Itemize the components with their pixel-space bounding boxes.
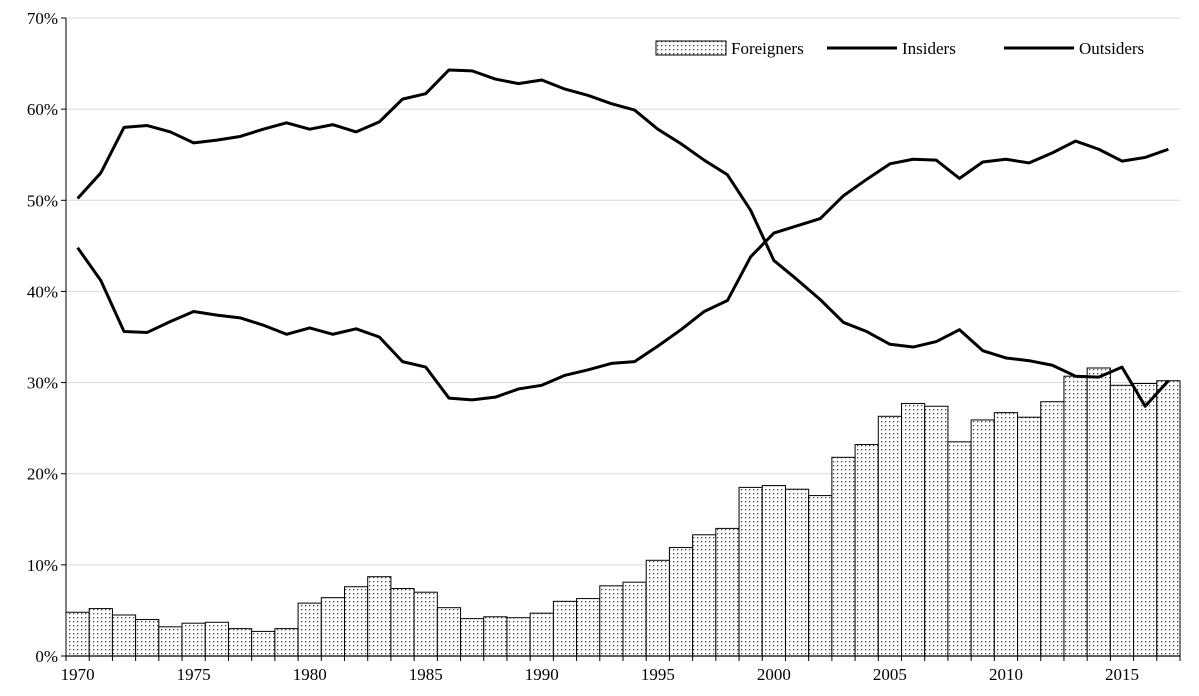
bar-foreigners <box>761 485 786 657</box>
bar-foreigners <box>1109 384 1135 657</box>
y-tick-label: 70% <box>27 9 58 28</box>
bar-foreigners <box>692 534 717 657</box>
legend-label-outsiders: Outsiders <box>1079 39 1144 58</box>
x-tick-label: 2005 <box>873 665 907 684</box>
line-series <box>76 68 1170 408</box>
legend-label-foreigners: Foreigners <box>731 39 804 58</box>
y-axis-ticks: 0% 10% 20% 30% 40% 50% 60% 70% <box>27 9 66 666</box>
bar-foreigners <box>88 608 113 657</box>
bar-foreigners <box>576 598 601 657</box>
x-tick-label: 1995 <box>641 665 675 684</box>
bar-foreigners <box>831 456 856 657</box>
bar-foreigners <box>993 412 1019 657</box>
bar-foreigners <box>1063 375 1088 657</box>
bar-foreigners <box>181 622 206 657</box>
y-tick-label: 0% <box>35 647 58 666</box>
x-tick-label: 2000 <box>757 665 791 684</box>
bar-foreigners <box>877 415 903 657</box>
y-tick-label: 30% <box>27 374 58 393</box>
x-tick-label: 1990 <box>525 665 559 684</box>
bar-foreigners <box>483 616 508 657</box>
bar-foreigners <box>924 405 949 657</box>
bar-foreigners <box>784 488 810 657</box>
bar-foreigners <box>715 527 740 657</box>
bar-foreigners <box>901 403 926 657</box>
bar-foreigners <box>947 441 972 657</box>
bar-foreigners <box>227 628 253 657</box>
legend-swatch-foreigners <box>655 40 727 56</box>
bar-foreigners <box>1133 382 1158 657</box>
gridlines <box>66 17 1180 566</box>
bar-foreigners <box>390 588 415 657</box>
bar-foreigners <box>204 621 229 657</box>
bar-foreigners <box>1086 367 1111 657</box>
bar-foreigners <box>111 614 137 657</box>
y-tick-label: 50% <box>27 191 58 210</box>
bar-foreigners <box>460 618 485 657</box>
legend-label-insiders: Insiders <box>902 39 956 58</box>
bar-foreigners <box>320 597 345 657</box>
bar-foreigners <box>599 585 624 657</box>
bar-foreigners <box>413 591 438 657</box>
bar-foreigners <box>297 602 322 657</box>
bar-foreigners <box>645 559 670 657</box>
bar-foreigners <box>1156 380 1181 657</box>
bar-foreigners <box>738 486 763 657</box>
x-tick-label: 2010 <box>989 665 1023 684</box>
bar-foreigners <box>135 619 160 657</box>
bar-foreigners <box>808 495 833 657</box>
bar-foreigners <box>854 444 879 657</box>
y-tick-label: 20% <box>27 465 58 484</box>
x-tick-label: 1985 <box>409 665 443 684</box>
bar-foreigners <box>506 617 531 657</box>
y-tick-label: 60% <box>27 100 58 119</box>
x-tick-label: 1980 <box>293 665 327 684</box>
bar-series-foreigners <box>65 367 1181 657</box>
x-tick-label: 2015 <box>1105 665 1139 684</box>
bar-foreigners <box>436 607 462 657</box>
x-tick-label: 1970 <box>61 665 95 684</box>
line-outsiders <box>76 139 1169 402</box>
y-tick-label: 10% <box>27 556 58 575</box>
x-axis-ticks: 1970 1975 1980 1985 1990 1995 2000 2005 2010 2015 <box>61 656 1181 684</box>
bar-foreigners <box>274 628 299 657</box>
line-insiders <box>76 68 1170 408</box>
y-tick-label: 40% <box>27 282 58 301</box>
bar-foreigners <box>970 419 995 657</box>
bar-foreigners <box>65 611 90 657</box>
bar-foreigners <box>1017 416 1042 657</box>
bar-foreigners <box>1040 401 1065 657</box>
bar-foreigners <box>344 586 369 657</box>
bar-foreigners <box>158 626 183 657</box>
bar-foreigners <box>367 576 392 657</box>
bar-foreigners <box>622 581 647 657</box>
bar-foreigners <box>529 612 554 657</box>
legend: Foreigners Insiders Outsiders <box>655 39 1144 58</box>
bar-foreigners <box>668 547 694 657</box>
bar-foreigners <box>552 600 578 657</box>
bar-foreigners <box>251 630 276 657</box>
x-tick-label: 1975 <box>177 665 211 684</box>
